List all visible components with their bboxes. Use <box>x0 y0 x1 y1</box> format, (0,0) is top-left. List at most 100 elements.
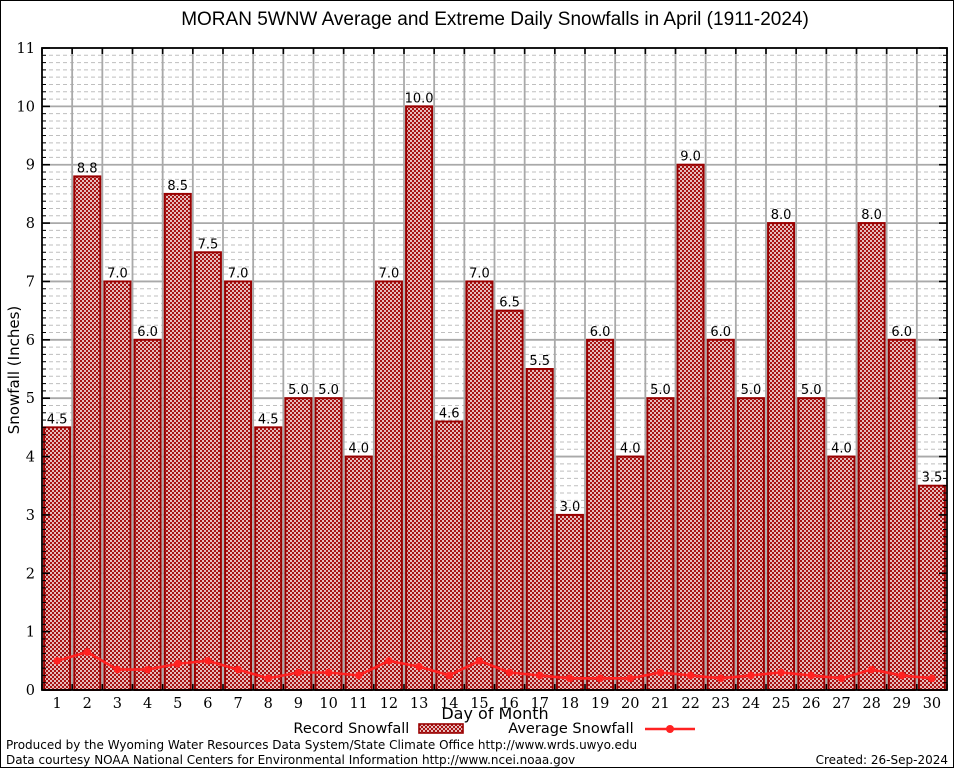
average-marker-day-15 <box>475 657 484 665</box>
average-marker-day-6 <box>204 657 212 665</box>
bar-day-5 <box>163 192 192 691</box>
x-tick-24: 24 <box>742 696 760 712</box>
footer-attribution-line2: Data courtesy NOAA National Centers for … <box>6 753 576 767</box>
average-marker-day-7 <box>234 665 242 674</box>
y-tick-1: 1 <box>26 625 35 641</box>
x-tick-22: 22 <box>681 696 699 712</box>
y-tick-2: 2 <box>26 566 35 582</box>
footer-created-date: Created: 26-Sep-2024 <box>815 753 948 767</box>
y-tick-7: 7 <box>26 274 35 290</box>
value-label-day-20: 4.0 <box>620 442 641 457</box>
value-label-day-6: 7.5 <box>198 237 219 252</box>
bar-day-17 <box>525 368 554 691</box>
value-label-day-30: 3.5 <box>922 471 943 486</box>
value-label-day-22: 9.0 <box>680 150 701 165</box>
average-marker-day-21 <box>656 668 665 677</box>
x-tick-3: 3 <box>113 696 122 712</box>
plot-frame <box>41 47 948 691</box>
bar-day-10 <box>314 397 343 691</box>
bar-day-14 <box>435 420 464 691</box>
value-label-day-12: 7.0 <box>379 266 400 281</box>
value-label-day-29: 6.0 <box>891 325 912 340</box>
bar-day-22 <box>676 163 705 691</box>
bar-day-28 <box>857 222 886 691</box>
value-label-day-26: 5.0 <box>801 383 822 398</box>
y-tick-3: 3 <box>26 508 35 524</box>
bar-day-9 <box>284 397 313 691</box>
bar-day-12 <box>374 280 403 691</box>
value-label-day-19: 6.0 <box>590 325 611 340</box>
average-marker-day-28 <box>867 665 876 674</box>
value-label-day-11: 4.0 <box>348 442 369 457</box>
x-tick-9: 9 <box>294 696 303 712</box>
x-tick-4: 4 <box>143 696 152 712</box>
x-tick-30: 30 <box>923 696 941 712</box>
bar-day-8 <box>254 426 283 691</box>
value-label-day-4: 6.0 <box>137 325 158 340</box>
value-label-day-17: 5.5 <box>529 354 550 369</box>
average-marker-day-29 <box>897 671 906 680</box>
bar-day-21 <box>646 397 675 691</box>
average-marker-day-5 <box>173 659 182 668</box>
value-label-day-2: 8.8 <box>77 161 98 176</box>
x-tick-10: 10 <box>319 696 337 712</box>
value-label-day-5: 8.5 <box>167 179 188 194</box>
bar-day-1 <box>43 426 72 691</box>
average-marker-day-4 <box>143 665 152 674</box>
legend-average-label: Average Snowfall <box>508 720 634 737</box>
average-marker-day-16 <box>505 668 514 677</box>
value-label-day-25: 8.0 <box>771 208 792 223</box>
value-label-day-8: 4.5 <box>258 412 279 427</box>
bar-day-3 <box>103 280 132 691</box>
bar-day-15 <box>465 280 494 691</box>
value-label-day-13: 10.0 <box>405 91 434 106</box>
x-tick-12: 12 <box>380 696 398 712</box>
value-label-day-7: 7.0 <box>228 266 249 281</box>
average-snowfall-line <box>53 648 936 683</box>
legend-record-label: Record Snowfall <box>293 720 410 737</box>
average-marker-day-11 <box>354 671 363 680</box>
x-tick-26: 26 <box>802 696 820 712</box>
average-marker-day-26 <box>807 671 816 680</box>
x-tick-8: 8 <box>264 696 273 712</box>
value-label-day-14: 4.6 <box>439 407 460 422</box>
bar-day-26 <box>797 397 826 691</box>
bar-day-19 <box>586 338 615 691</box>
x-axis-title: Day of Month <box>441 704 549 723</box>
x-tick-19: 19 <box>591 696 609 712</box>
average-marker-day-20 <box>626 674 635 683</box>
average-marker-day-13 <box>415 662 423 671</box>
x-tick-25: 25 <box>772 696 790 712</box>
average-marker-day-22 <box>686 671 695 680</box>
bar-day-25 <box>767 222 796 691</box>
x-tick-2: 2 <box>83 696 92 712</box>
y-tick-8: 8 <box>26 216 35 232</box>
bar-day-2 <box>73 175 102 691</box>
bar-day-24 <box>736 397 765 691</box>
x-tick-29: 29 <box>893 696 911 712</box>
bar-day-4 <box>133 338 162 691</box>
value-label-day-15: 7.0 <box>469 266 490 281</box>
average-marker-day-24 <box>747 671 755 680</box>
bar-day-23 <box>706 338 735 691</box>
average-marker-day-2 <box>83 648 92 656</box>
bar-day-16 <box>495 309 524 691</box>
average-marker-day-14 <box>445 671 454 680</box>
bar-day-29 <box>887 338 916 691</box>
x-tick-17: 17 <box>531 696 549 712</box>
bar-day-30 <box>917 484 946 691</box>
x-tick-23: 23 <box>712 696 730 712</box>
x-tick-21: 21 <box>651 696 669 712</box>
bar-day-18 <box>555 513 584 692</box>
value-label-day-23: 6.0 <box>710 325 731 340</box>
value-label-day-10: 5.0 <box>318 383 339 398</box>
x-tick-11: 11 <box>350 696 368 712</box>
chart-title: MORAN 5WNW Average and Extreme Daily Sno… <box>181 9 809 30</box>
average-marker-day-12 <box>385 657 393 665</box>
x-tick-14: 14 <box>440 696 458 712</box>
x-tick-15: 15 <box>470 696 488 712</box>
legend: Record Snowfall Average Snowfall <box>42 720 948 737</box>
average-marker-day-25 <box>777 668 785 677</box>
